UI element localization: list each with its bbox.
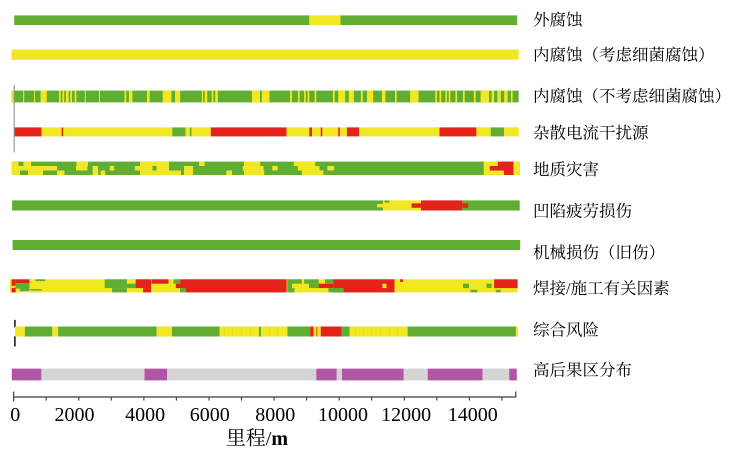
svg-text:8000: 8000 — [255, 404, 295, 426]
svg-text:12000: 12000 — [381, 404, 431, 426]
svg-text:10000: 10000 — [318, 404, 368, 426]
svg-text:2000: 2000 — [55, 404, 95, 426]
svg-text:14000: 14000 — [448, 404, 498, 426]
svg-text:/: / — [566, 279, 571, 298]
svg-text:/m: /m — [266, 428, 289, 450]
svg-text:4000: 4000 — [125, 404, 165, 426]
svg-text:0: 0 — [10, 404, 20, 426]
svg-text:6000: 6000 — [190, 404, 230, 426]
